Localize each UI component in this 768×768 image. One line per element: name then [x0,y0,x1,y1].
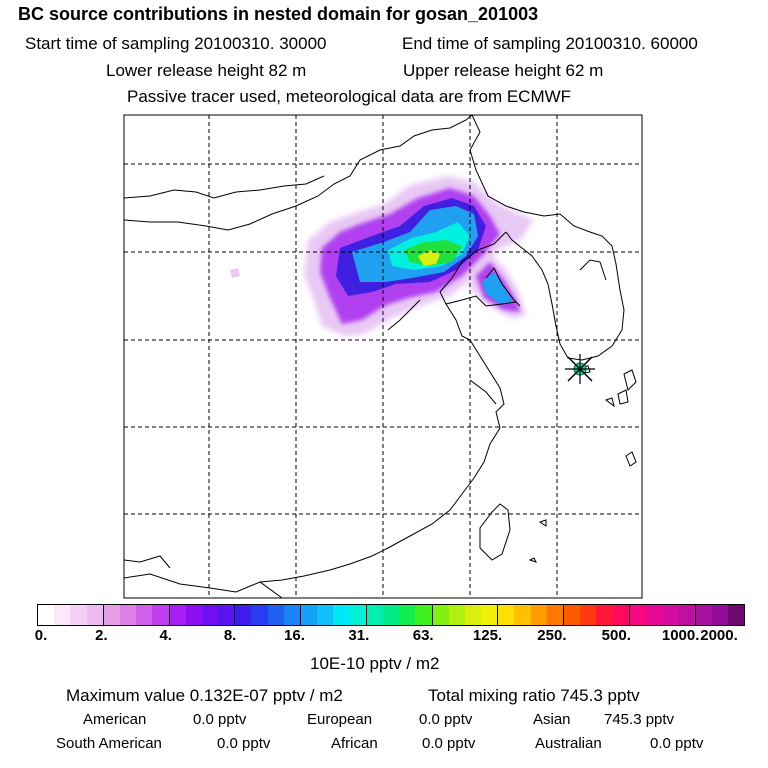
colorbar-tick-label: 2000. [700,627,738,644]
african-value: 0.0 pptv [422,735,476,752]
colorbar-swatch [119,605,137,625]
colorbar-swatch [301,605,318,625]
colorbar-swatch [415,605,433,625]
colorbar-swatch [546,605,564,625]
colorbar-swatch [251,605,268,625]
colorbar-swatch [481,605,499,625]
asian-label: Asian [533,711,571,728]
colorbar-tick-label: 500. [601,627,631,644]
colorbar-swatch [629,605,646,625]
colorbar-swatch [678,605,696,625]
colorbar-tick-label: 63. [412,627,434,644]
colorbar-swatch [136,605,153,625]
colorbar-swatch [103,605,120,625]
colorbar-tick-label: 4. [159,627,172,644]
european-label: European [307,711,373,728]
colorbar-swatch [218,605,236,625]
max-value: Maximum value 0.132E-07 pptv / m2 [66,686,343,705]
plume-field [230,176,534,336]
map-grid [124,115,642,598]
plume-yellow [418,250,440,266]
colorbar-swatch [564,605,581,625]
colorbar-swatch [185,605,202,625]
south-american-label: South American [56,735,162,752]
release-upper: Upper release height 62 m [403,61,604,80]
australian-value: 0.0 pptv [650,735,704,752]
african-label: African [331,735,378,752]
colorbar-tick-label: 31. [348,627,370,644]
tracer-note: Passive tracer used, meteorological data… [127,87,572,106]
colorbar-tick-label: 1000. [661,627,700,644]
colorbar-tick-label: 250. [537,627,567,644]
european-value: 0.0 pptv [419,711,473,728]
plume-speck [230,268,240,278]
colorbar-swatch [498,605,515,625]
colorbar-swatch [349,605,367,625]
american-value: 0.0 pptv [193,711,247,728]
colorbar [37,604,745,626]
colorbar-swatch [727,605,745,625]
colorbar-swatch [432,605,449,625]
colorbar-swatch [645,605,663,625]
colorbar-swatch [464,605,482,625]
colorbar-swatch [317,605,334,625]
australian-label: Australian [535,735,602,752]
colorbar-tick-label: 2. [95,627,108,644]
page-title: BC source contributions in nested domain… [18,4,539,24]
colorbar-tick-label: 16. [284,627,305,644]
colorbar-swatch [399,605,416,625]
colorbar-swatch [514,605,531,625]
colorbar-swatch [169,605,186,625]
colorbar-unit: 10E-10 pptv / m2 [310,654,440,673]
colorbar-swatch [70,605,87,625]
colorbar-swatch [201,605,219,625]
colorbar-swatch [612,605,630,625]
sampling-end: End time of sampling 20100310. 60000 [402,34,698,53]
colorbar-swatch [366,605,383,625]
colorbar-swatch [530,605,547,625]
colorbar-tick-label: 8. [223,627,237,644]
total-mixing-ratio: Total mixing ratio 745.3 pptv [428,686,640,705]
south-american-value: 0.0 pptv [217,735,271,752]
colorbar-swatch [695,605,712,625]
colorbar-tick-label: 125. [472,627,503,644]
colorbar-swatch [662,605,679,625]
colorbar-swatch [333,605,350,625]
plume-blue-east [482,272,514,304]
colorbar-swatch [448,605,465,625]
release-lower: Lower release height 82 m [106,61,307,80]
colorbar-swatch [235,605,252,625]
colorbar-swatch [54,605,71,625]
colorbar-swatch [283,605,301,625]
colorbar-tick-label: 0. [34,627,48,644]
colorbar-swatch [596,605,613,625]
colorbar-swatch [38,605,55,625]
colorbar-swatch [86,605,104,625]
map-frame [123,114,643,599]
receptor-marker [565,354,595,384]
colorbar-swatch [711,605,728,625]
colorbar-swatch [382,605,400,625]
coastlines [124,115,637,598]
sampling-start: Start time of sampling 20100310. 30000 [25,34,327,53]
colorbar-swatch [152,605,170,625]
asian-value: 745.3 pptv [604,711,675,728]
colorbar-swatch [580,605,597,625]
colorbar-swatch [267,605,284,625]
american-label: American [83,711,147,728]
